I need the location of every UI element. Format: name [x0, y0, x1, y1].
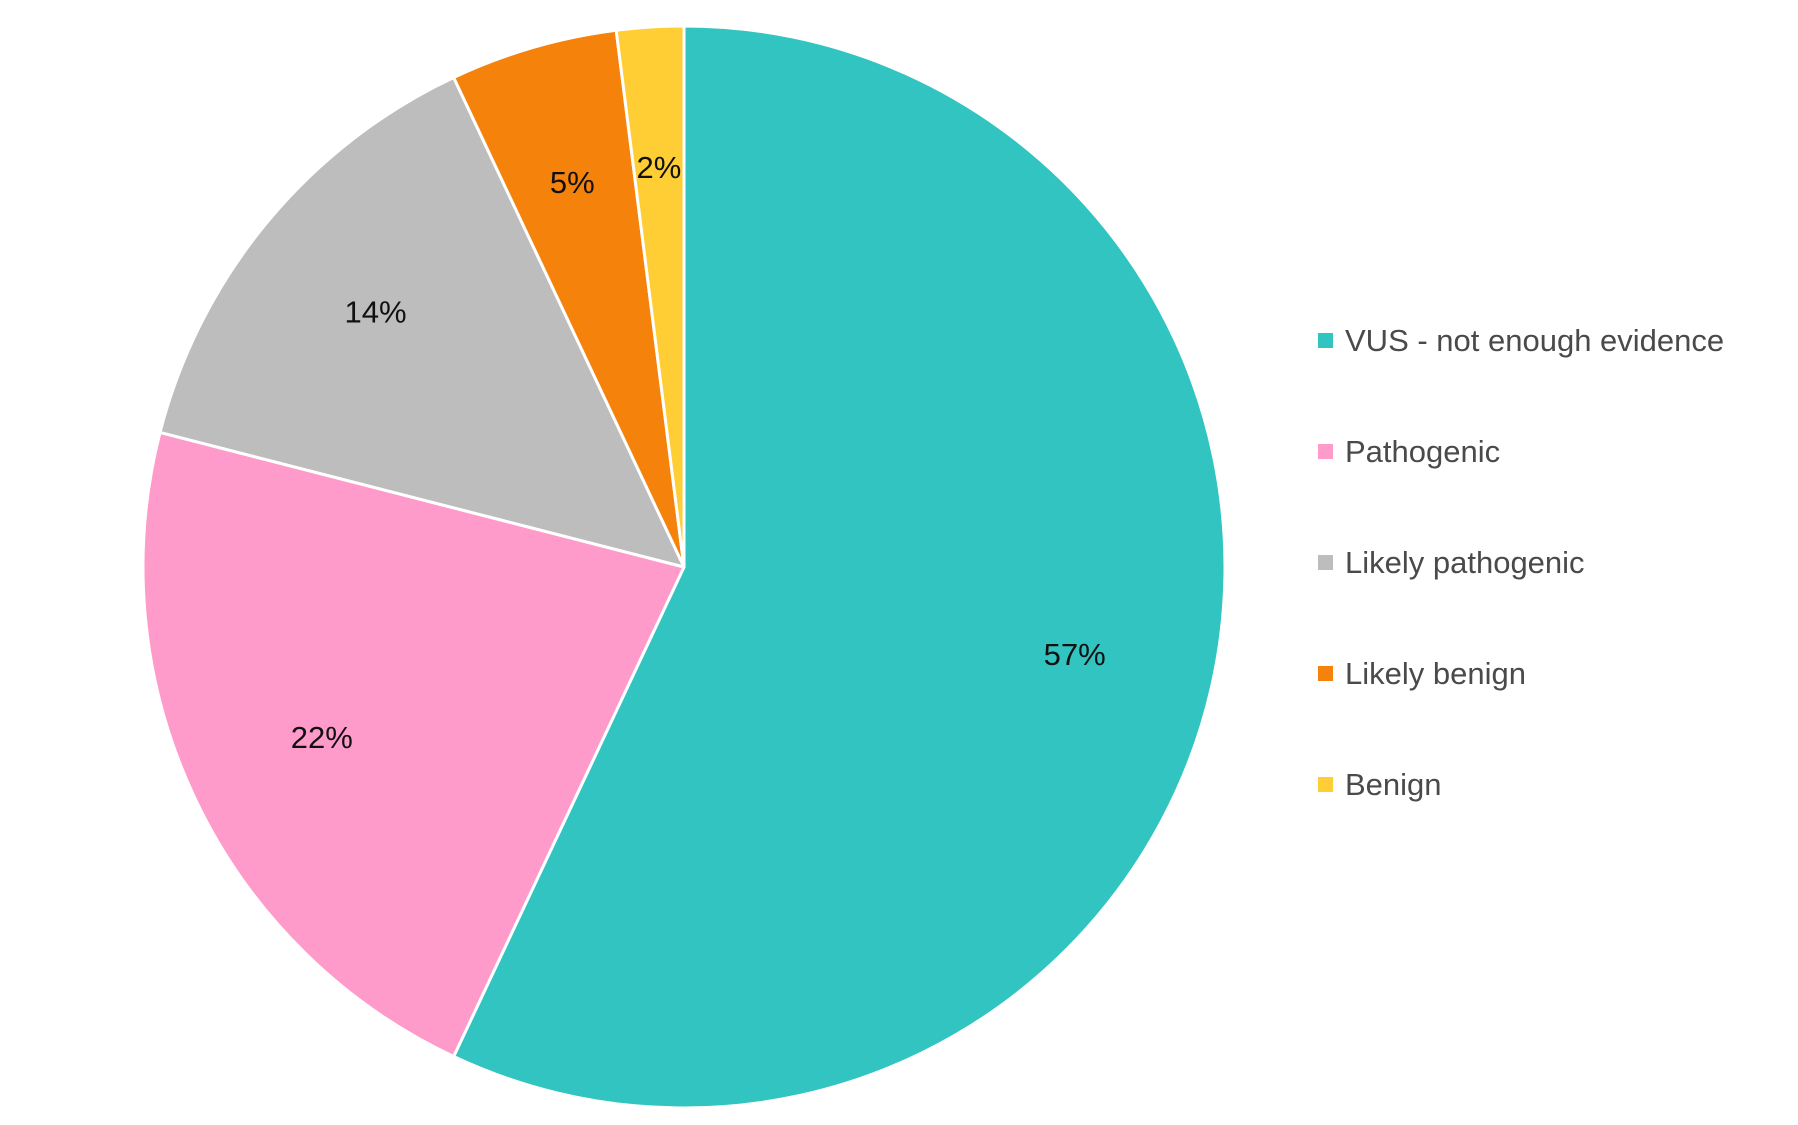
legend-swatch [1318, 333, 1333, 348]
data-label-vus-not-enough-evidence: 57% [1044, 637, 1106, 672]
pie-slice-likely-benign [452, 28, 686, 569]
pie-slice-likely-pathogenic [158, 75, 686, 569]
pie-slice-pathogenic [141, 430, 686, 1059]
chart-legend: VUS - not enough evidence Pathogenic Likel… [1318, 300, 1788, 855]
legend-swatch [1318, 777, 1333, 792]
data-label-benign: 2% [636, 150, 681, 185]
legend-label: Likely benign [1345, 655, 1526, 691]
legend-item-likely-benign: Likely benign [1318, 633, 1788, 744]
legend-swatch [1318, 444, 1333, 459]
legend-item-likely-pathogenic: Likely pathogenic [1318, 522, 1788, 633]
legend-swatch [1318, 666, 1333, 681]
pie-slice-vus-not-enough-evidence [452, 24, 1227, 1110]
pie-slice-benign [614, 24, 686, 569]
legend-item-pathogenic: Pathogenic [1318, 411, 1788, 522]
legend-swatch [1318, 555, 1333, 570]
legend-item-benign: Benign [1318, 744, 1788, 855]
pie-slice-labels: 57% 22% 14% 5% 2% [291, 150, 1106, 755]
legend-item-vus-not-enough-evidence: VUS - not enough evidence [1318, 300, 1788, 411]
legend-label: Pathogenic [1345, 433, 1501, 469]
data-label-likely-benign: 5% [550, 165, 595, 200]
legend-label: Benign [1345, 766, 1442, 802]
legend-label: Likely pathogenic [1345, 544, 1585, 580]
pie-slices [141, 24, 1227, 1110]
data-label-likely-pathogenic: 14% [345, 294, 407, 329]
legend-label: VUS - not enough evidence [1345, 322, 1725, 358]
data-label-pathogenic: 22% [291, 720, 353, 755]
